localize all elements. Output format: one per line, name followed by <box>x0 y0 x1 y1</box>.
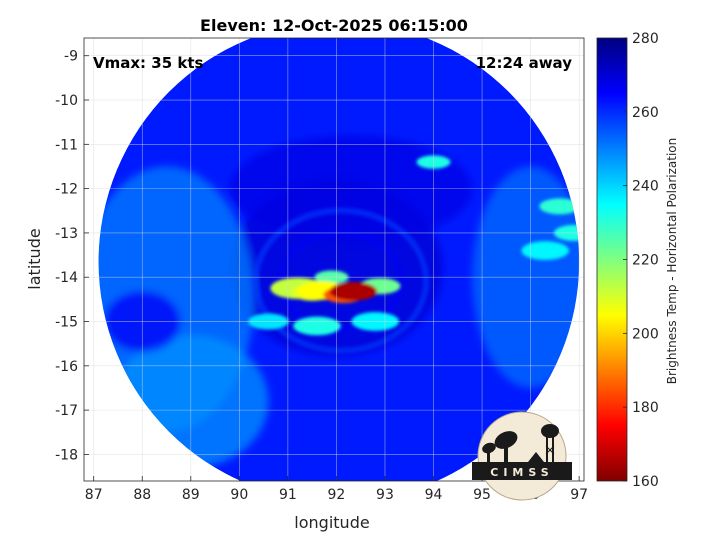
x-tick-label: 97 <box>570 487 588 503</box>
x-tick-label: 92 <box>328 487 346 503</box>
chart-title: Eleven: 12-Oct-2025 06:15:00 <box>200 16 468 35</box>
cimss-logo: CIMSS <box>472 411 572 501</box>
colorbar <box>596 37 628 482</box>
y-tick-label: -11 <box>55 137 78 153</box>
convective-cell <box>521 241 569 260</box>
y-tick-label: -9 <box>64 49 78 65</box>
convective-cell <box>329 282 378 301</box>
y-tick-label: -15 <box>55 315 78 331</box>
colorbar-tick-label: 200 <box>632 326 659 342</box>
x-tick-label: 91 <box>279 487 297 503</box>
y-axis-ticks: -9 -10 -11 -12 -13 -14 -15 -16 -17 -18 <box>55 49 89 463</box>
y-tick-label: -10 <box>55 93 78 109</box>
colorbar-tick-label: 280 <box>632 31 659 47</box>
convective-cell <box>539 198 580 215</box>
grid-lines <box>84 38 584 481</box>
x-tick-label: 87 <box>85 487 103 503</box>
cimss-logo-text: CIMSS <box>490 466 553 479</box>
convective-cell <box>293 316 341 336</box>
y-tick-label: -12 <box>55 182 78 198</box>
y-tick-label: -18 <box>55 447 78 463</box>
colorbar-tick-label: 260 <box>632 105 659 121</box>
x-tick-label: 88 <box>133 487 151 503</box>
time-away-annotation: 12:24 away <box>476 54 573 72</box>
axes-box <box>83 37 585 482</box>
y-tick-label: -14 <box>55 270 78 286</box>
y-tick-label: -16 <box>55 359 78 375</box>
colorbar-label: Brightness Temp - Horizontal Polarizatio… <box>665 138 679 385</box>
x-tick-label: 89 <box>182 487 200 503</box>
x-tick-label: 95 <box>473 487 491 503</box>
colorbar-ticks: 160 180 200 220 240 260 280 <box>623 31 659 490</box>
y-tick-label: -13 <box>55 226 78 242</box>
vmax-annotation: Vmax: 35 kts <box>93 54 203 72</box>
y-tick-label: -17 <box>55 403 78 419</box>
colorbar-tick-label: 180 <box>632 400 659 416</box>
spiral-band <box>252 207 429 354</box>
x-tick-label: 94 <box>425 487 443 503</box>
x-tick-label: 90 <box>230 487 248 503</box>
colorbar-tick-label: 240 <box>632 179 659 195</box>
colorbar-tick-label: 160 <box>632 474 659 490</box>
x-tick-label: 93 <box>376 487 394 503</box>
x-axis-label: longitude <box>294 513 369 532</box>
colorbar-tick-label: 220 <box>632 253 659 269</box>
y-axis-label: latitude <box>25 228 44 289</box>
